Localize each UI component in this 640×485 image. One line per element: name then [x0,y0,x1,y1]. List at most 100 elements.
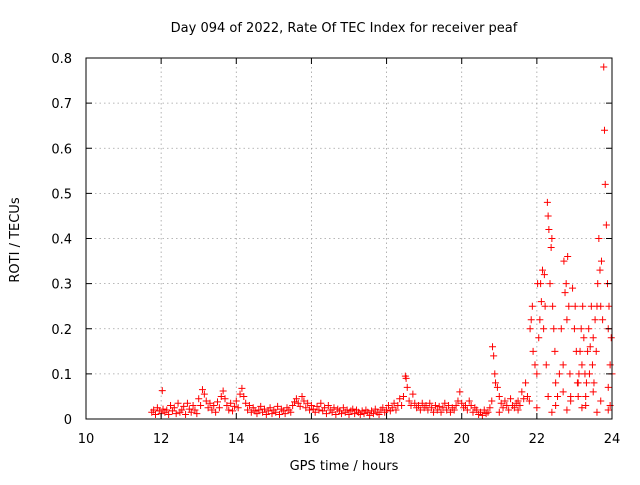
data-point-marker [585,370,593,378]
data-point-marker [490,352,498,360]
data-point-marker [545,225,553,233]
data-point-marker [441,399,449,407]
data-point-marker [495,392,503,400]
data-point-marker [548,235,556,242]
y-tick-label: 0.1 [51,368,72,383]
data-point-marker [590,379,598,387]
data-point-marker [600,126,608,134]
data-point-marker [555,370,563,378]
data-point-marker [563,406,571,414]
data-point-marker [322,410,330,418]
data-point-marker [566,370,574,378]
data-point-marker [527,316,535,324]
data-point-marker [170,404,178,412]
data-point-marker [351,410,359,418]
data-point-marker [302,404,310,412]
data-point-marker [488,397,496,405]
data-point-marker [602,221,610,229]
data-point-marker [576,347,584,355]
data-point-marker [596,266,604,274]
data-point-marker [392,406,400,414]
data-point-marker [345,410,353,418]
data-point-marker [245,401,253,409]
data-point-marker [467,401,475,409]
x-tick-label: 18 [378,432,395,447]
data-point-marker [514,397,522,405]
data-point-marker [514,406,522,414]
data-point-marker [193,410,201,418]
data-point-marker [183,399,191,407]
data-point-marker [526,325,534,333]
data-point-marker [343,406,351,414]
data-point-marker [443,406,451,414]
data-point-marker [563,316,571,324]
data-point-marker [152,410,160,418]
x-tick-label: 22 [529,432,546,447]
chart-title: Day 094 of 2022, Rate Of TEC Index for r… [171,21,518,36]
data-point-marker [580,334,588,342]
data-point-marker [565,302,573,310]
data-point-marker [167,401,175,409]
data-point-marker [416,406,424,414]
data-point-marker [559,388,567,396]
data-point-marker [607,334,615,342]
data-point-marker [559,361,567,369]
y-tick-label: 0.8 [51,52,72,67]
x-axis-label: GPS time / hours [290,459,399,474]
data-point-marker [379,404,387,412]
data-point-marker [497,399,505,407]
data-point-marker [535,334,543,342]
data-point-marker [463,406,471,414]
data-point-marker [200,390,208,398]
data-point-marker [369,410,377,418]
data-point-marker [537,298,545,306]
tick-labels: 10 12 14 16 18 20 22 24 0 0.1 0.2 0.3 0.4 0.5 0.6 0.7 0.… [51,52,620,447]
data-point-marker [313,402,321,410]
y-tick-label: 0.7 [51,97,72,112]
data-point-marker [597,302,605,310]
data-point-marker [435,402,443,410]
data-point-marker [424,406,432,414]
data-point-marker [229,407,237,415]
data-point-marker [275,410,283,418]
data-point-marker [230,402,238,410]
data-point-marker [307,401,315,409]
data-point-marker [597,397,605,405]
data-point-marker [428,404,436,412]
data-point-marker [452,401,460,409]
data-point-marker [332,410,340,418]
data-point-marker [574,392,582,400]
y-tick-label: 0.6 [51,142,72,157]
y-axis-label: ROTI / TECUs [8,197,23,282]
data-point-marker [274,402,282,410]
data-point-marker [560,257,568,265]
data-point-marker [289,401,297,409]
data-point-marker [240,392,248,400]
x-tick-label: 14 [228,432,245,447]
data-point-marker [257,402,265,410]
y-tick-label: 0.4 [51,233,72,248]
data-point-marker [437,408,445,416]
data-point-marker [238,384,246,392]
data-point-marker [588,361,596,369]
data-point-marker [217,392,225,400]
data-point-marker [582,401,590,409]
data-point-marker [174,399,182,407]
data-point-marker [388,404,396,412]
data-point-marker [570,325,578,333]
data-point-marker [601,180,609,188]
data-point-marker [491,370,499,378]
data-point-marker [584,347,592,355]
data-point-marker [469,408,477,416]
data-point-marker [247,408,255,416]
data-point-marker [439,404,447,412]
data-point-marker [321,404,329,412]
data-point-marker [597,257,605,265]
data-point-marker [582,392,590,400]
data-point-marker [544,212,552,220]
data-point-marker [158,387,166,395]
data-point-marker [552,401,560,409]
data-point-marker [403,383,411,391]
data-point-marker [507,395,515,403]
